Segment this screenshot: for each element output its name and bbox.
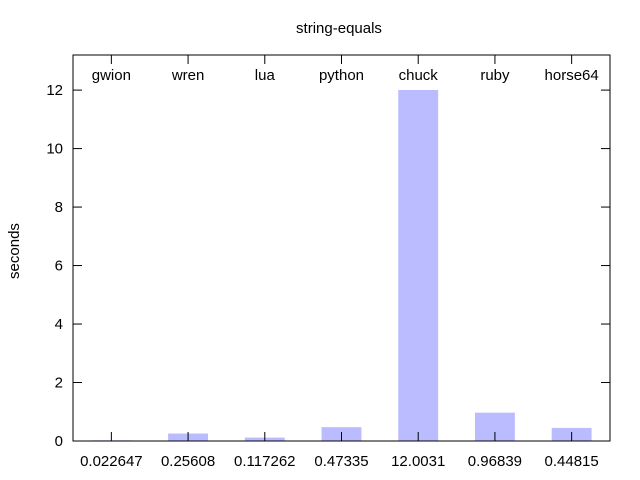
value-label: 0.44815 (545, 453, 599, 470)
plot-area: 0 2 4 6 8 10 12 gwion 0.022647 wren 0.25608 lua 0.11… (46, 54, 611, 470)
value-label: 0.117262 (234, 453, 295, 470)
value-label: 0.47335 (314, 453, 368, 470)
category-label: gwion (92, 67, 131, 84)
value-label: 0.25608 (161, 453, 215, 470)
y-tick-label: 6 (55, 258, 63, 275)
category-label: horse64 (545, 67, 599, 84)
chart-title: string-equals (296, 20, 382, 37)
value-label: 0.96839 (468, 453, 522, 470)
y-tick-label: 8 (55, 199, 63, 216)
category-label: wren (171, 67, 205, 84)
y-tick-label: 4 (55, 316, 63, 333)
category-label: python (319, 67, 364, 84)
bar-chuck (398, 90, 439, 442)
value-label: 12.0031 (391, 453, 445, 470)
y-tick-label: 0 (55, 433, 63, 450)
y-tick-label: 10 (46, 141, 63, 158)
value-label: 0.022647 (80, 453, 143, 470)
y-tick-label: 12 (46, 82, 63, 99)
plot-frame (72, 54, 611, 442)
category-label: ruby (480, 67, 510, 84)
y-axis-label: seconds (6, 223, 23, 279)
category-label: chuck (399, 67, 439, 84)
y-tick-label: 2 (55, 375, 63, 392)
category-label: lua (255, 67, 276, 84)
